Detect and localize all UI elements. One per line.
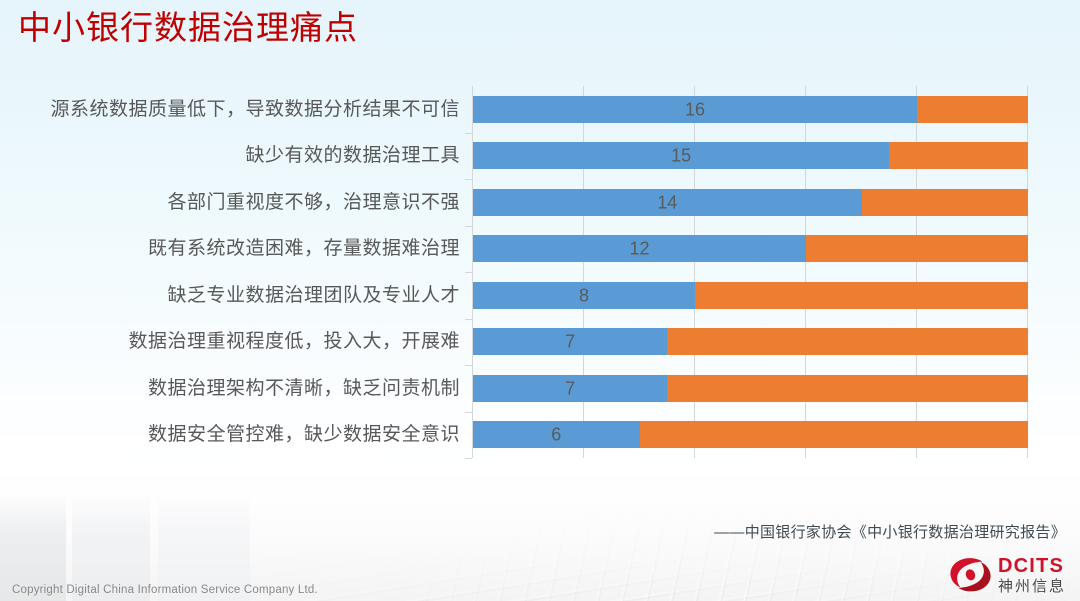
bar-row: 16 <box>473 96 1028 123</box>
page-title: 中小银行数据治理痛点 <box>18 9 358 46</box>
bar-row: 15 <box>473 142 1028 169</box>
gridline <box>694 86 695 458</box>
gridline <box>583 86 584 458</box>
category-label: 数据治理重视程度低，投入大，开展难 <box>128 331 460 352</box>
bar-value-label: 7 <box>565 378 576 398</box>
plot-area: 16 15 14 12 8 7 7 6 <box>465 86 1028 459</box>
bar-row: 8 <box>473 282 1028 309</box>
axis-tick <box>465 179 472 180</box>
bar-segment-secondary <box>861 189 1028 216</box>
category-label: 既有系统改造困难，存量数据难治理 <box>147 238 460 259</box>
bar-segment-primary: 8 <box>473 282 695 309</box>
category-label: 缺乏专业数据治理团队及专业人才 <box>167 285 460 306</box>
bar-segment-primary: 7 <box>473 375 668 402</box>
background-haze-overlay <box>0 436 1080 601</box>
dcits-logo: DCITS 神州信息 <box>949 556 1066 594</box>
bar-value-label: 14 <box>657 192 678 212</box>
axis-tick <box>465 272 472 273</box>
logo-wordmark: DCITS 神州信息 <box>998 556 1066 594</box>
bar-value-label: 6 <box>551 424 562 444</box>
category-label: 各部门重视度不够，治理意识不强 <box>167 192 460 213</box>
logo-brand-en: DCITS <box>997 555 1064 577</box>
bar-segment-secondary <box>695 282 1028 309</box>
axis-tick <box>465 458 472 459</box>
bar-row: 14 <box>473 189 1028 216</box>
bar-segment-primary: 14 <box>473 189 862 216</box>
bar-row: 7 <box>473 328 1028 355</box>
category-label: 数据治理架构不清晰，缺乏问责机制 <box>147 378 460 399</box>
gridline <box>1027 86 1028 458</box>
bar-segment-primary: 16 <box>473 96 917 123</box>
dcits-swoosh-icon <box>950 558 991 592</box>
bar-segment-secondary <box>639 421 1028 448</box>
category-label: 源系统数据质量低下，导致数据分析结果不可信 <box>50 99 460 120</box>
bar-segment-secondary <box>917 96 1028 123</box>
bar-segment-secondary <box>667 375 1028 402</box>
gridline <box>916 86 917 458</box>
bar-segment-secondary <box>806 235 1028 262</box>
bar-value-label: 12 <box>629 238 650 258</box>
copyright-notice: Copyright Digital China Information Serv… <box>12 584 318 596</box>
bar-value-label: 16 <box>684 99 706 119</box>
bar-segment-primary: 15 <box>473 142 890 169</box>
axis-tick <box>465 226 472 227</box>
bar-segment-primary: 7 <box>473 328 668 355</box>
value-axis-line <box>472 86 473 458</box>
source-citation: ——中国银行家协会《中小银行数据治理研究报告》 <box>714 524 1066 541</box>
category-label: 缺少有效的数据治理工具 <box>245 145 460 166</box>
gridline <box>805 86 806 458</box>
axis-tick <box>465 319 472 320</box>
stacked-bar-chart: 源系统数据质量低下，导致数据分析结果不可信缺少有效的数据治理工具各部门重视度不够… <box>0 86 1060 459</box>
bar-segment-secondary <box>667 328 1028 355</box>
background-architecture-image <box>0 436 1080 601</box>
bar-segment-secondary <box>889 142 1028 169</box>
axis-tick <box>465 365 472 366</box>
axis-tick <box>465 133 472 134</box>
bar-row: 7 <box>473 375 1028 402</box>
category-label: 数据安全管控难，缺少数据安全意识 <box>147 424 460 445</box>
bar-row: 12 <box>473 235 1028 262</box>
bar-segment-primary: 6 <box>473 421 640 448</box>
category-axis: 源系统数据质量低下，导致数据分析结果不可信缺少有效的数据治理工具各部门重视度不够… <box>0 86 466 458</box>
logo-brand-cn: 神州信息 <box>997 578 1066 595</box>
bar-value-label: 8 <box>578 285 589 305</box>
bar-value-label: 7 <box>565 331 576 351</box>
bar-segment-primary: 12 <box>473 235 806 262</box>
bar-value-label: 15 <box>671 145 692 165</box>
axis-tick <box>465 412 472 413</box>
bar-row: 6 <box>473 421 1028 448</box>
